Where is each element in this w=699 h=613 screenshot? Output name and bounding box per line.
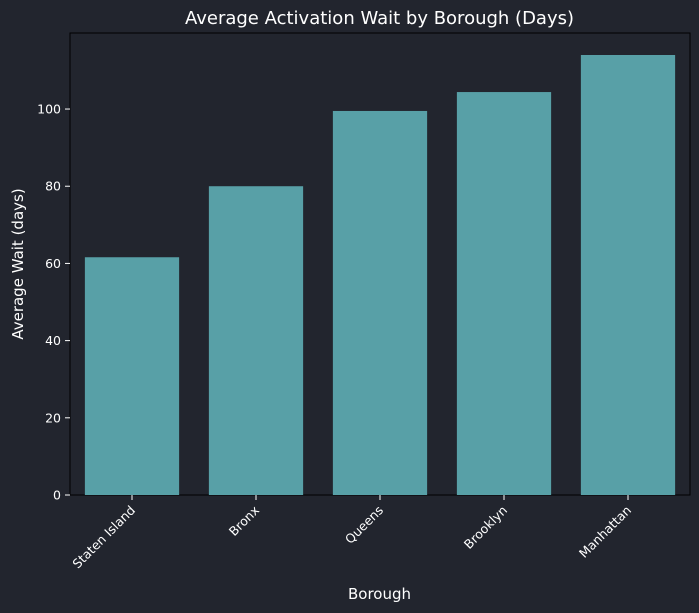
bar-queens (332, 110, 428, 496)
y-tick-label: 80 (45, 179, 61, 194)
y-tick-label: 20 (45, 410, 61, 425)
bar-brooklyn (456, 92, 552, 495)
x-tick-label: Queens (342, 503, 386, 547)
bar-group (84, 55, 676, 496)
bar-manhattan (580, 55, 676, 495)
bar-bronx (208, 186, 304, 495)
x-tick-label: Brooklyn (461, 503, 510, 552)
chart-title: Average Activation Wait by Borough (Days… (185, 8, 574, 29)
y-tick-label: 60 (45, 256, 61, 271)
y-axis: 0 20 40 60 80 100 (37, 102, 70, 503)
x-tick-label: Bronx (226, 503, 262, 539)
x-axis: Staten Island Bronx Queens Brooklyn Manhatta… (69, 495, 634, 571)
y-tick-label: 40 (45, 333, 61, 348)
x-tick-label: Staten Island (69, 503, 138, 572)
x-tick-label: Manhattan (576, 503, 634, 561)
y-axis-label: Average Wait (days) (9, 188, 27, 339)
bar-staten-island (84, 257, 180, 495)
y-tick-label: 100 (37, 102, 61, 117)
y-tick-label: 0 (53, 488, 61, 503)
x-axis-label: Borough (348, 585, 411, 603)
